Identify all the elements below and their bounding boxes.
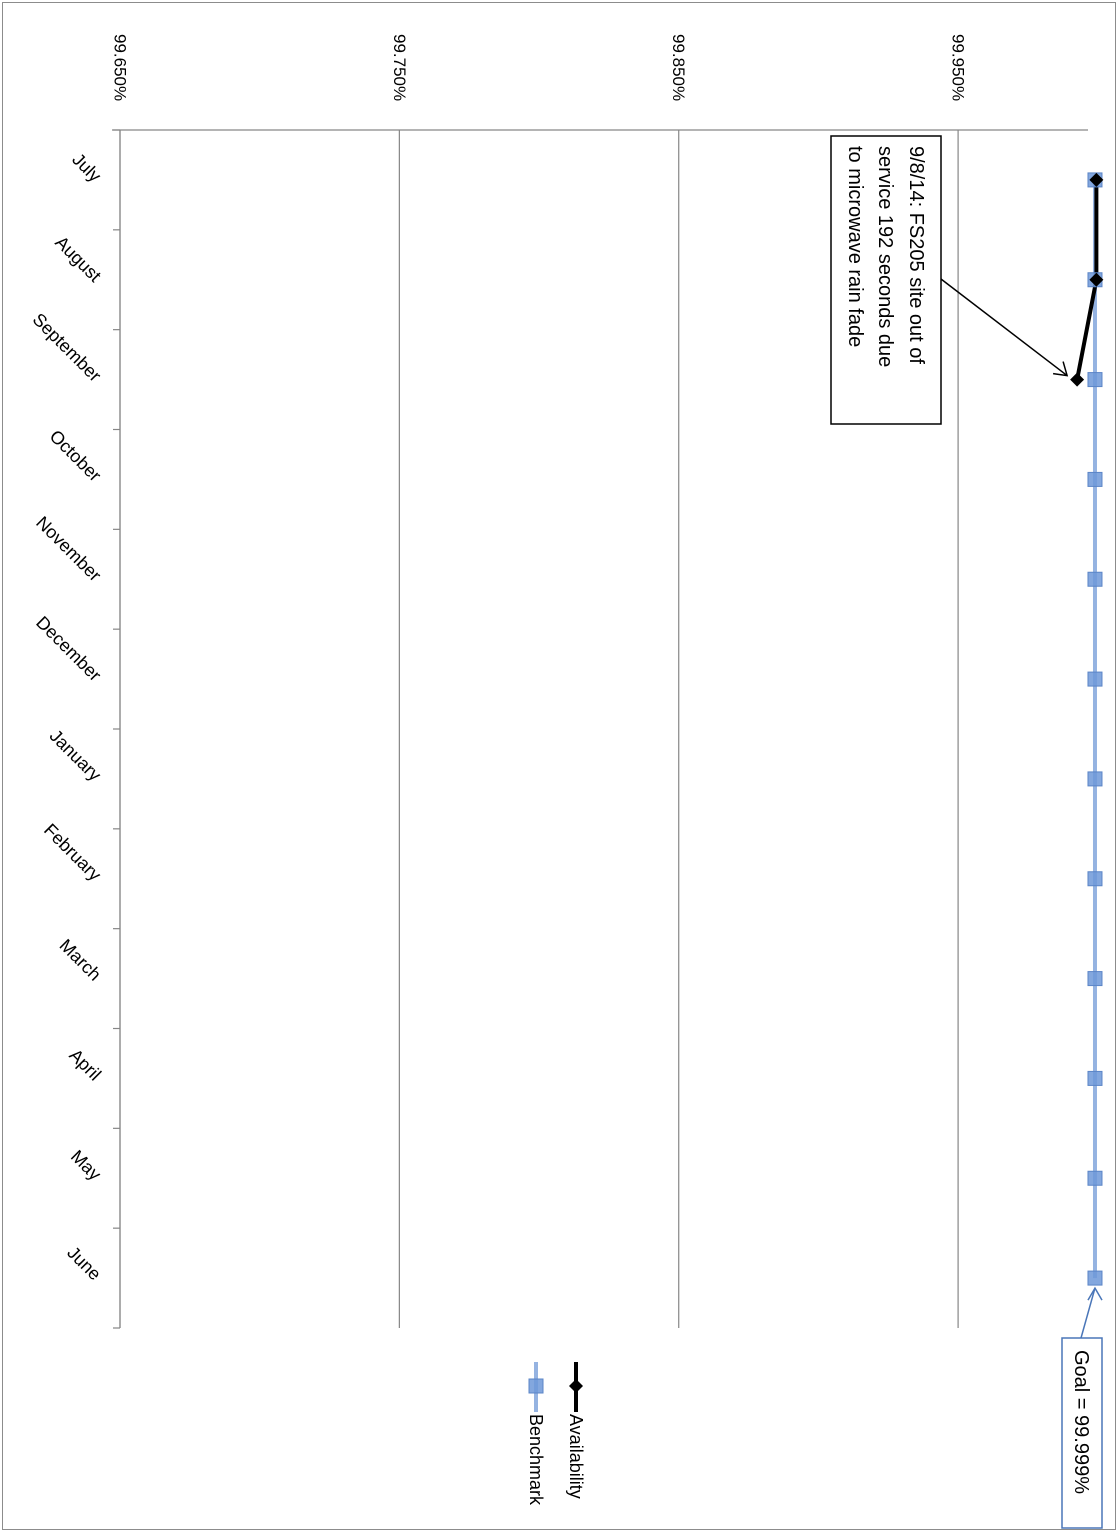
value-tick-label: 99.950% [949,34,968,101]
category-label: March [56,935,106,985]
benchmark-point [1087,571,1103,587]
category-label: September [29,309,105,385]
category-label: June [63,1242,105,1284]
benchmark-point [1087,971,1103,987]
benchmark-point [1087,671,1103,687]
legend-benchmark-label: Benchmark [526,1414,546,1506]
benchmark-point [1087,372,1103,388]
annotation-arrow-line [940,278,1068,377]
annotation-box [830,135,942,425]
benchmark-point [1087,1270,1103,1286]
benchmark-point [1087,1070,1103,1086]
benchmark-point [1087,871,1103,887]
availability-point [1089,172,1104,187]
availability-point [1089,272,1104,287]
benchmark-point [1087,771,1103,787]
availability-point [1070,372,1085,387]
value-tick-label: 99.750% [390,34,409,101]
value-tick-label: 99.650% [111,34,130,101]
annotation-text-line: 9/8/14: FS205 site out of [905,146,927,364]
category-label: May [67,1146,105,1184]
legend-benchmark-swatch-marker [528,1378,544,1394]
legend-availability-swatch-marker [569,1379,583,1393]
value-tick-label: 99.850% [669,34,688,101]
annotation-text-line: service 192 seconds due [874,146,896,367]
goal-annotation-text: Goal = 99.999% [1070,1350,1092,1494]
category-label: August [51,232,105,286]
legend-availability-label: Availability [566,1414,586,1499]
category-label: December [32,612,105,685]
category-label: November [32,512,105,585]
benchmark-point [1087,471,1103,487]
category-label: April [65,1045,105,1085]
annotation-arrow-head [1052,361,1069,377]
goal-arrow-head [1087,1286,1103,1301]
goal-arrow-line [1080,1287,1096,1339]
category-label: October [46,426,105,485]
category-label: July [68,149,105,186]
category-label: January [46,726,105,785]
annotation-text-line: to microwave rain fade [844,146,866,347]
benchmark-point [1087,1170,1103,1186]
category-label: February [40,820,105,885]
goal-annotation-box [1061,1337,1103,1529]
